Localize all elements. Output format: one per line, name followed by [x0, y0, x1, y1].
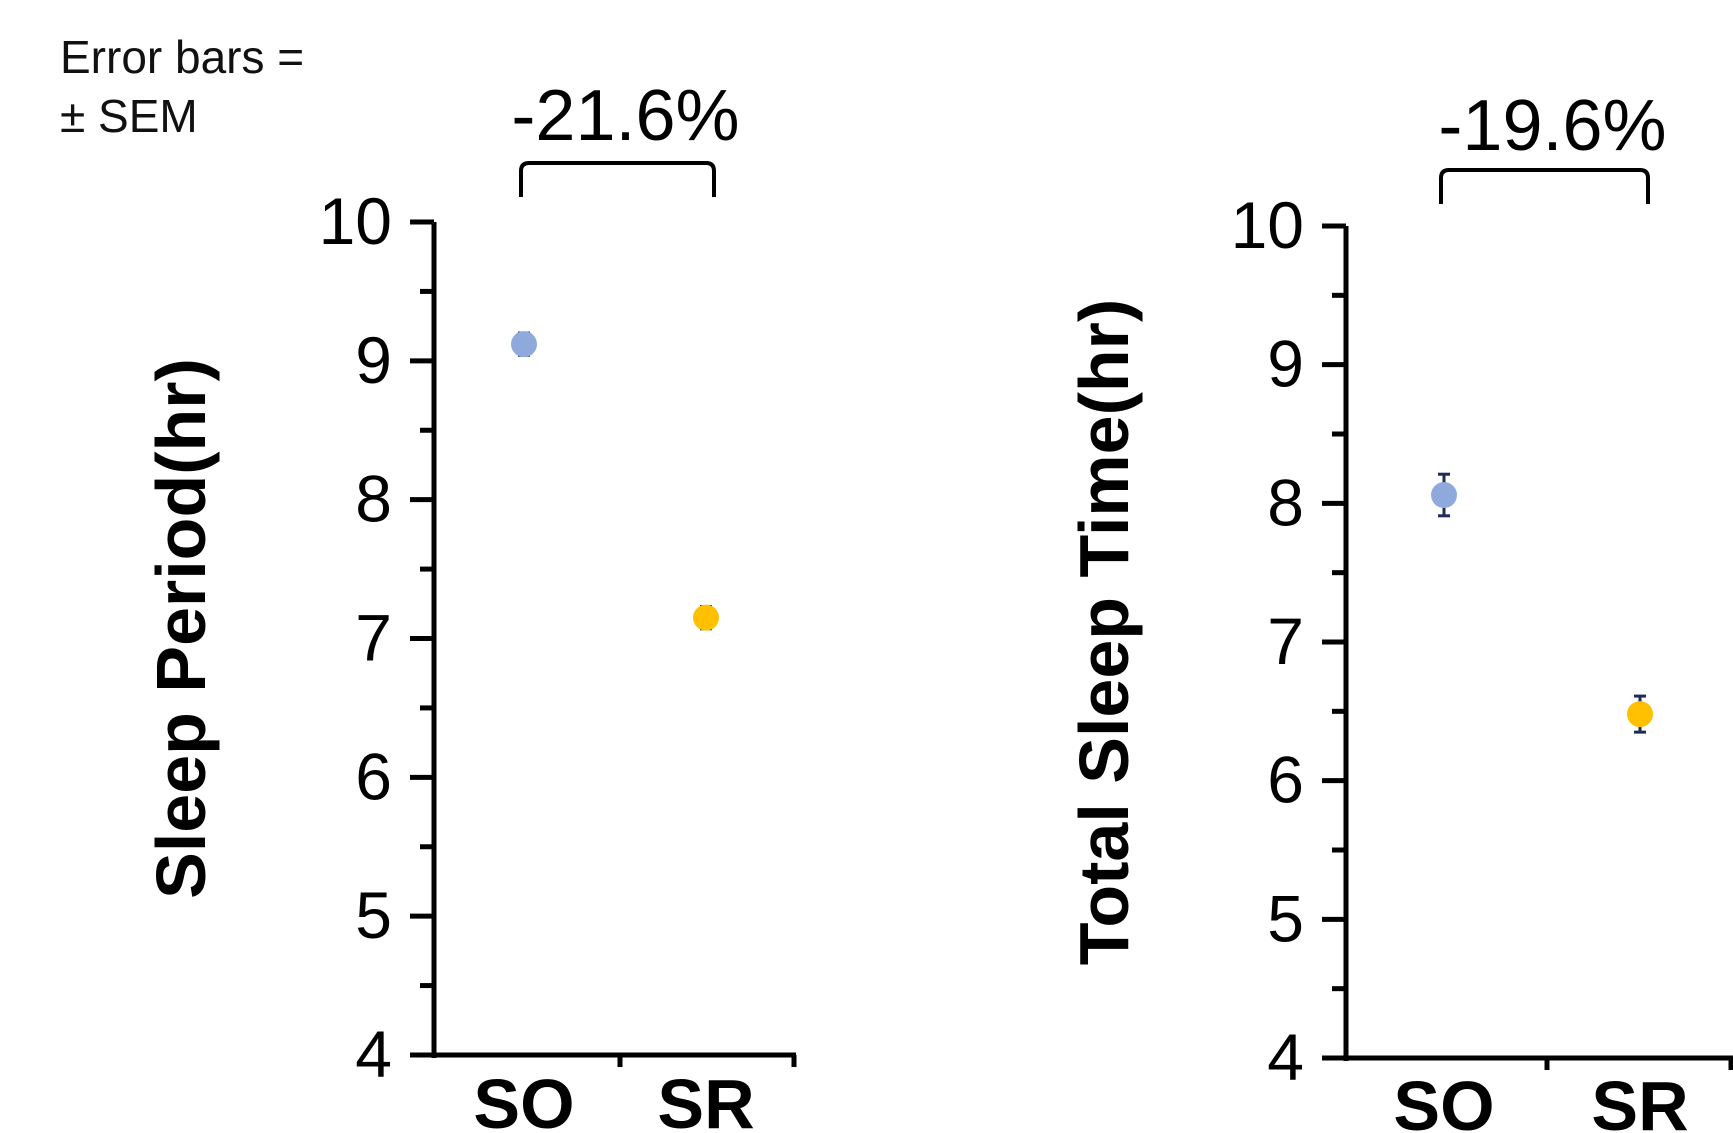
y-axis-label: Sleep Period(hr) [142, 358, 220, 899]
y-tick-label: 7 [1267, 604, 1304, 678]
x-tick-label: SR [1591, 1067, 1688, 1133]
y-tick-label: 9 [355, 323, 392, 397]
comparison-label: -21.6% [511, 76, 739, 156]
y-tick-label: 8 [355, 462, 392, 536]
data-point [1627, 701, 1653, 728]
y-axis-label: Total Sleep Time(hr) [1065, 299, 1143, 965]
y-tick-label: 10 [1231, 188, 1304, 262]
y-tick-label: 9 [1267, 327, 1304, 401]
data-point [511, 331, 537, 358]
comparison-label: -19.6% [1438, 86, 1666, 166]
data-point [1431, 482, 1457, 509]
panel-sleep-period: 4 5 6 7 8 9 10 SO SR Sleep Period(hr) -21.6% [142, 76, 797, 1133]
x-tick-label: SR [657, 1065, 754, 1133]
y-tick-label: 5 [1267, 881, 1304, 955]
y-tick-label: 5 [355, 878, 392, 952]
y-tick-label: 6 [1267, 743, 1304, 817]
y-tick-label: 6 [355, 739, 392, 813]
y-tick-label: 4 [355, 1017, 392, 1091]
y-tick-label: 4 [1267, 1020, 1304, 1094]
y-tick-label: 10 [319, 184, 392, 258]
data-point [693, 604, 719, 631]
x-tick-label: SO [1393, 1067, 1494, 1133]
panel-total-sleep-time: 4 5 6 7 8 9 10 SO SR Total Sleep Time(hr) -19.6% [1065, 86, 1733, 1133]
error-bar-note-line2: ± SEM [60, 90, 198, 142]
error-bar-note-line1: Error bars = [60, 31, 305, 83]
comparison-bracket [519, 161, 716, 197]
y-tick-label: 8 [1267, 465, 1304, 539]
y-tick-label: 7 [355, 601, 392, 675]
x-tick-label: SO [473, 1065, 574, 1133]
comparison-bracket [1439, 168, 1650, 204]
